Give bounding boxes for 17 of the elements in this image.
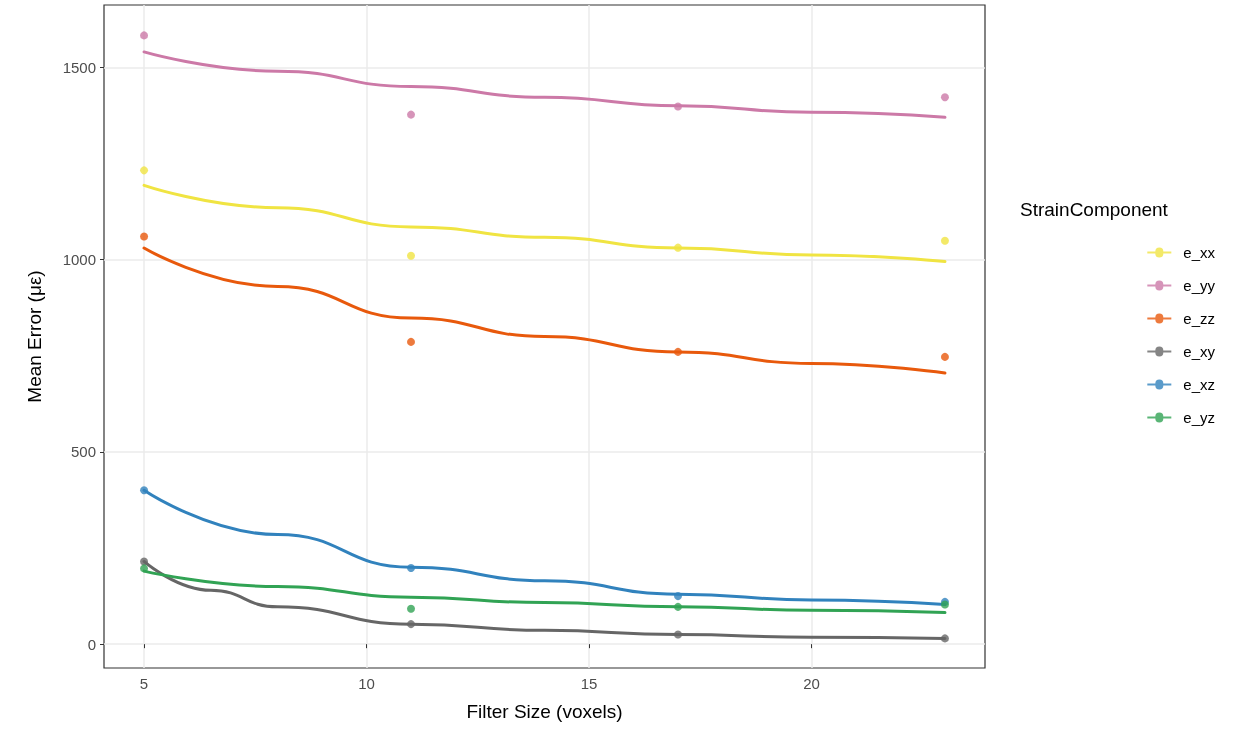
y-tick-label: 0	[87, 635, 96, 653]
x-tick-label: 15	[580, 675, 598, 692]
y-tick-label: 1000	[62, 251, 96, 269]
legend-label: e_xz	[1183, 376, 1215, 393]
legend-label: e_yy	[1183, 277, 1216, 294]
y-tick-label: 500	[70, 443, 96, 461]
legend-label: e_xx	[1183, 244, 1216, 261]
x-tick-label: 5	[139, 675, 149, 692]
y-tick-label: 1500	[62, 58, 96, 76]
legend-title: StrainComponent	[1020, 199, 1169, 220]
legend-label: e_zz	[1183, 310, 1215, 327]
x-tick-label: 20	[803, 675, 820, 692]
legend-label: e_yz	[1183, 409, 1215, 426]
x-axis-title: Filter Size (voxels)	[466, 701, 623, 722]
legend-label: e_xy	[1183, 343, 1216, 360]
y-axis-title: Mean Error (με)	[24, 270, 45, 403]
x-tick-label: 10	[358, 675, 375, 692]
